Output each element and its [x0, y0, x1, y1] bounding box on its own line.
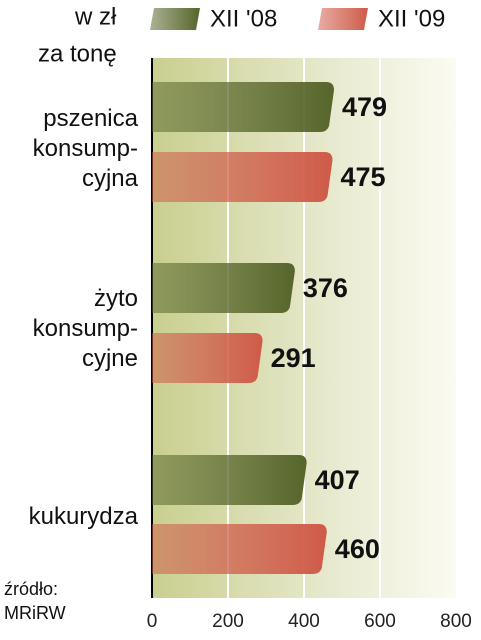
bar	[152, 455, 307, 505]
x-tick-label: 800	[440, 611, 472, 632]
x-tick-label: 400	[288, 611, 320, 632]
legend-label: XII '09	[378, 5, 445, 32]
category-label: kukurydza	[29, 503, 139, 530]
category-label: pszenica konsump-cyjna	[33, 105, 139, 192]
bar	[152, 263, 295, 313]
value-label: 475	[341, 162, 386, 192]
x-tick-label: 0	[147, 611, 158, 632]
x-tick-label: 200	[212, 611, 244, 632]
bar	[152, 333, 263, 383]
bar	[152, 524, 327, 574]
legend-swatch	[318, 8, 368, 30]
bar	[152, 152, 333, 202]
unit-label: za tonę	[38, 40, 117, 67]
source-label: źródło:	[4, 579, 58, 599]
x-tick-label: 600	[364, 611, 396, 632]
value-label: 460	[335, 534, 380, 564]
category-label: żyto konsump-cyjne	[33, 285, 138, 372]
legend-label: XII '08	[210, 5, 277, 32]
unit-label: w zł	[74, 3, 117, 30]
value-label: 407	[315, 465, 360, 495]
value-label: 376	[303, 273, 348, 303]
value-label: 291	[271, 343, 316, 373]
source-label: MRiRW	[4, 603, 66, 623]
value-label: 479	[342, 92, 387, 122]
bar	[152, 82, 335, 132]
legend-swatch	[150, 8, 200, 30]
